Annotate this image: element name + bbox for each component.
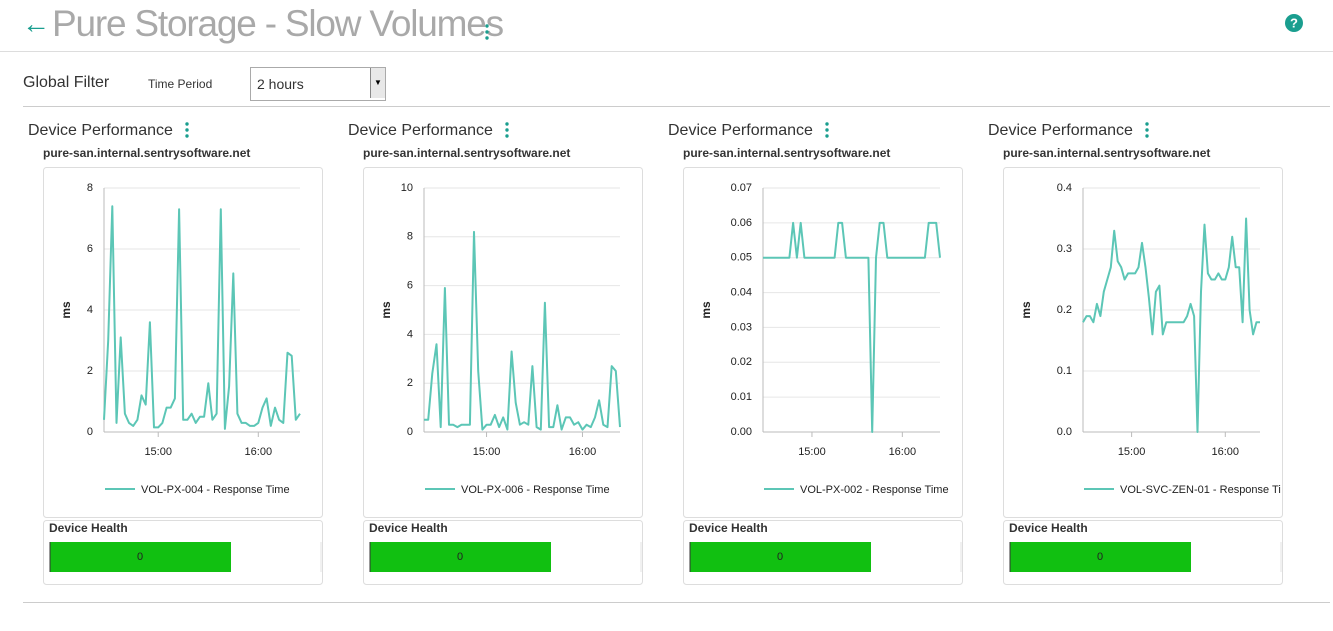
y-tick-label: 10 — [401, 182, 413, 194]
health-value: 0 — [457, 551, 463, 563]
x-tick-label: 16:00 — [245, 446, 273, 458]
chart-box — [683, 167, 963, 518]
chart-box — [363, 167, 643, 518]
y-tick-label: 0.03 — [731, 321, 752, 333]
footer-divider — [23, 602, 1330, 603]
panel-title: Device Performance — [348, 122, 493, 139]
series-line — [424, 230, 621, 431]
back-arrow[interactable]: ← — [22, 8, 50, 39]
header-divider — [0, 51, 1333, 52]
health-value: 0 — [137, 551, 143, 563]
x-tick-label: 15:00 — [144, 446, 172, 458]
health-bar — [1010, 542, 1191, 572]
host-name: pure-san.internal.sentrysoftware.net — [43, 146, 250, 160]
health-value: 0 — [777, 551, 783, 563]
y-tick-label: 0.2 — [1057, 304, 1072, 316]
x-tick-label: 15:00 — [798, 446, 826, 458]
chart-box — [1003, 167, 1283, 518]
health-label: Device Health — [49, 521, 128, 535]
y-axis-label: ms — [1019, 301, 1033, 319]
y-tick-label: 6 — [87, 243, 93, 255]
panel-menu-dot — [1145, 134, 1149, 138]
panel-title: Device Performance — [668, 122, 813, 139]
panel-title: Device Performance — [988, 122, 1133, 139]
help-icon[interactable]: ? — [1284, 13, 1304, 33]
time-period-label: Time Period — [148, 77, 213, 91]
legend-label: VOL-PX-004 - Response Time — [141, 484, 290, 496]
y-tick-label: 0.3 — [1057, 243, 1072, 255]
panel-menu-dot — [1145, 128, 1149, 132]
y-tick-label: 0.00 — [731, 426, 752, 438]
panel-menu-dot — [185, 122, 189, 126]
panel-menu-dot — [505, 128, 509, 132]
host-name: pure-san.internal.sentrysoftware.net — [1003, 146, 1210, 160]
panel-menu-dot — [505, 122, 509, 126]
y-tick-label: 6 — [407, 280, 413, 292]
y-tick-label: 0.07 — [731, 182, 752, 194]
x-tick-label: 16:00 — [889, 446, 917, 458]
y-tick-label: 4 — [87, 304, 93, 316]
select-arrow: ▼ — [370, 68, 385, 98]
panel-menu-dot — [825, 128, 829, 132]
panel-menu-dot — [185, 134, 189, 138]
health-label: Device Health — [369, 521, 448, 535]
y-tick-label: 8 — [407, 231, 413, 243]
y-tick-label: 4 — [407, 328, 413, 340]
y-tick-label: 8 — [87, 182, 93, 194]
svg-text:?: ? — [1290, 15, 1298, 30]
host-name: pure-san.internal.sentrysoftware.net — [363, 146, 570, 160]
filter-divider — [23, 106, 1330, 107]
chart-box — [43, 167, 323, 518]
filter-label: Global Filter — [23, 74, 110, 91]
series-line — [763, 221, 941, 433]
y-tick-label: 0.01 — [731, 391, 752, 403]
panels: Device Performance pure-san.internal.sent… — [28, 122, 1296, 585]
y-tick-label: 0.02 — [731, 356, 752, 368]
health-bar — [370, 542, 551, 572]
y-axis-label: ms — [59, 301, 73, 319]
y-tick-label: 2 — [407, 377, 413, 389]
legend-label: VOL-SVC-ZEN-01 - Response Time — [1120, 484, 1296, 496]
y-axis-label: ms — [379, 301, 393, 319]
y-tick-label: 0.0 — [1057, 426, 1072, 438]
y-tick-label: 0.05 — [731, 252, 752, 264]
health-label: Device Health — [689, 521, 768, 535]
x-tick-label: 16:00 — [569, 446, 597, 458]
y-tick-label: 0.1 — [1057, 365, 1072, 377]
title-menu[interactable] — [483, 23, 491, 41]
y-axis-label: ms — [699, 301, 713, 319]
series-line — [1082, 217, 1260, 433]
host-name: pure-san.internal.sentrysoftware.net — [683, 146, 890, 160]
y-tick-label: 0 — [407, 426, 413, 438]
y-tick-label: 0 — [87, 426, 93, 438]
panel-menu-dot — [825, 122, 829, 126]
series-line — [103, 205, 301, 430]
time-period-value: 2 hours — [257, 76, 304, 92]
health-bar — [50, 542, 231, 572]
page-title: Pure Storage - Slow Volumes — [52, 3, 504, 44]
panel-menu-dot — [1145, 122, 1149, 126]
legend-label: VOL-PX-002 - Response Time — [800, 484, 949, 496]
y-tick-label: 0.4 — [1057, 182, 1072, 194]
health-value: 0 — [1097, 551, 1103, 563]
time-period-select[interactable]: 2 hours ▼ — [250, 67, 386, 101]
health-label: Device Health — [1009, 521, 1088, 535]
y-tick-label: 0.04 — [731, 286, 752, 298]
health-bar — [690, 542, 871, 572]
panel-menu-dot — [505, 134, 509, 138]
x-tick-label: 16:00 — [1212, 446, 1240, 458]
panel-menu-dot — [825, 134, 829, 138]
x-tick-label: 15:00 — [473, 446, 501, 458]
y-tick-label: 0.06 — [731, 217, 752, 229]
x-tick-label: 15:00 — [1118, 446, 1146, 458]
panel-title: Device Performance — [28, 122, 173, 139]
panel-menu-dot — [185, 128, 189, 132]
y-tick-label: 2 — [87, 365, 93, 377]
legend-label: VOL-PX-006 - Response Time — [461, 484, 610, 496]
